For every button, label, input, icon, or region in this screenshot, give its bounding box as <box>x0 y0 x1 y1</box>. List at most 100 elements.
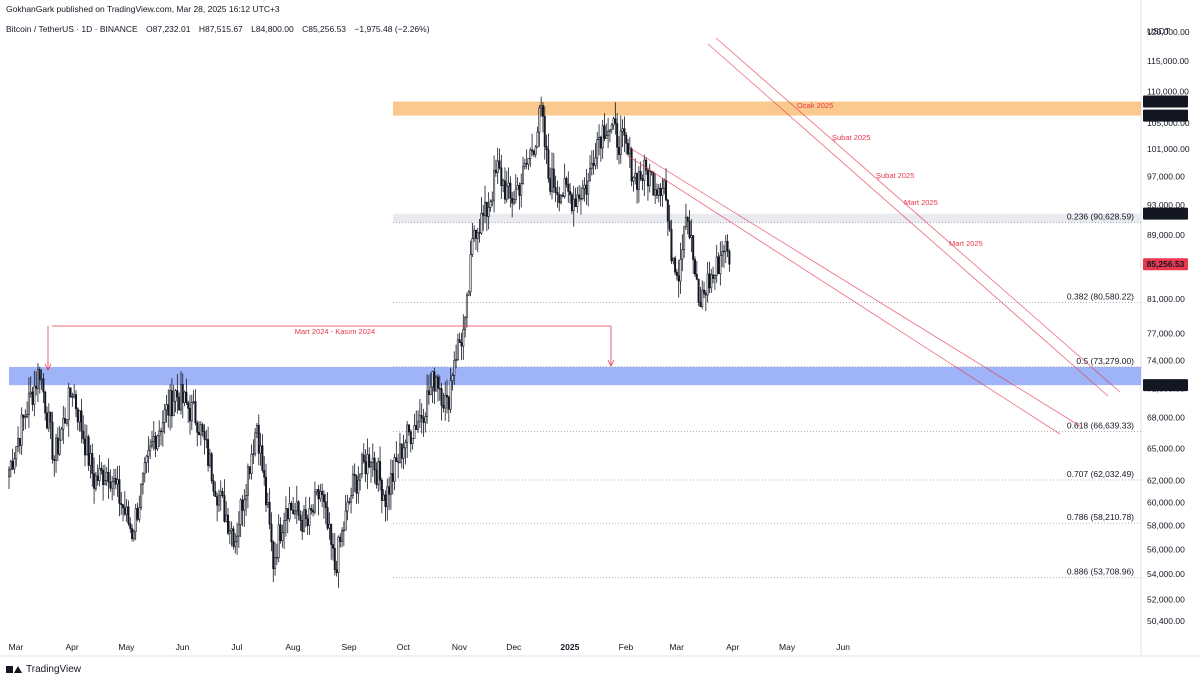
fib-label: 0.886 (53,708.96) <box>1067 567 1134 577</box>
currency-label: USDT <box>1147 26 1171 36</box>
candle-up <box>266 501 269 506</box>
candle-down <box>659 187 662 196</box>
candle-down <box>18 438 21 446</box>
candle-up <box>583 184 586 189</box>
candle-up <box>371 457 374 464</box>
zone-gray <box>393 213 1141 223</box>
candle-down <box>131 528 134 540</box>
candle-down <box>312 510 315 513</box>
candle-up <box>94 475 97 489</box>
candle-down <box>518 184 521 196</box>
candle-up <box>377 461 380 485</box>
candle-up <box>277 524 280 559</box>
candle-up <box>502 180 505 186</box>
candle-up <box>596 139 599 159</box>
candle-up <box>516 184 519 190</box>
candle-up <box>245 495 248 501</box>
candle-down <box>122 504 125 509</box>
publisher-line: GokhanGark published on TradingView.com,… <box>6 4 280 14</box>
fib-label: 0.618 (66,639.33) <box>1067 420 1134 430</box>
candle-up <box>520 183 523 196</box>
candle-up <box>17 438 20 447</box>
candle-down <box>170 390 173 417</box>
candle-down <box>181 384 184 403</box>
candle-down <box>279 524 282 542</box>
candle-up <box>406 424 409 443</box>
candle-up <box>342 529 345 532</box>
price-badge-label: 71,333.31 <box>1147 380 1185 390</box>
candle-down <box>96 475 99 481</box>
candle-down <box>268 501 271 525</box>
candle-up <box>507 182 510 187</box>
candle-up <box>590 163 593 169</box>
candle-up <box>467 291 470 296</box>
candle-down <box>107 472 110 483</box>
price-tick-label: 81,000.00 <box>1147 294 1185 304</box>
candle-up <box>73 394 76 397</box>
candle-up <box>480 212 483 234</box>
candle-down <box>270 523 273 543</box>
candle-down <box>333 547 336 570</box>
candle-up <box>147 450 150 457</box>
time-tick-label: Nov <box>452 642 468 652</box>
candle-down <box>69 387 72 398</box>
time-tick-label: May <box>118 642 135 652</box>
candle-down <box>677 275 680 282</box>
candle-up <box>328 524 331 529</box>
price-tick-label: 60,000.00 <box>1147 498 1185 508</box>
candle-up <box>230 528 233 531</box>
candle-down <box>31 391 34 405</box>
candle-down <box>699 301 702 308</box>
fib-label: 0.786 (58,210.78) <box>1067 512 1134 522</box>
candle-up <box>722 250 725 253</box>
candle-up <box>523 163 526 168</box>
candle-down <box>436 376 439 389</box>
candle-down <box>384 494 387 507</box>
candle-down <box>549 178 552 192</box>
candle-down <box>585 184 588 195</box>
candle-down <box>500 167 503 186</box>
candle-up <box>619 130 622 155</box>
candle-up <box>254 432 257 455</box>
candle-up <box>386 486 389 507</box>
candle-up <box>165 404 168 411</box>
candle-down <box>395 457 398 462</box>
candle-up <box>536 131 539 148</box>
candle-down <box>478 232 481 234</box>
candle-up <box>27 393 30 415</box>
candle-down <box>617 146 620 155</box>
candle-up <box>149 445 152 451</box>
candle-up <box>85 436 88 456</box>
candle-up <box>628 148 631 155</box>
candle-up <box>393 457 396 482</box>
time-tick-label: Oct <box>397 642 411 652</box>
candle-up <box>587 180 590 195</box>
candle-down <box>120 503 123 506</box>
candle-down <box>379 461 382 481</box>
candle-up <box>112 477 115 482</box>
candle-down <box>167 404 170 416</box>
candle-up <box>359 473 362 481</box>
candle-up <box>360 454 363 475</box>
candle-down <box>210 453 213 482</box>
candle-up <box>366 454 369 475</box>
candle-down <box>44 391 47 414</box>
candle-down <box>380 479 383 501</box>
candle-up <box>449 380 452 410</box>
candle-up <box>293 510 296 515</box>
candle-up <box>47 411 50 429</box>
candle-down <box>326 507 329 529</box>
candle-up <box>138 507 141 520</box>
candle-down <box>509 182 512 199</box>
price-tick-label: 74,000.00 <box>1147 355 1185 365</box>
candle-down <box>22 414 25 418</box>
candle-down <box>603 125 606 139</box>
candle-down <box>87 436 90 466</box>
annotation-range-label: Mart 2024 - Kasım 2024 <box>295 327 375 336</box>
candle-down <box>196 422 199 433</box>
candle-down <box>322 494 325 503</box>
candle-up <box>721 251 724 256</box>
candle-down <box>136 508 139 520</box>
candle-down <box>668 220 671 230</box>
